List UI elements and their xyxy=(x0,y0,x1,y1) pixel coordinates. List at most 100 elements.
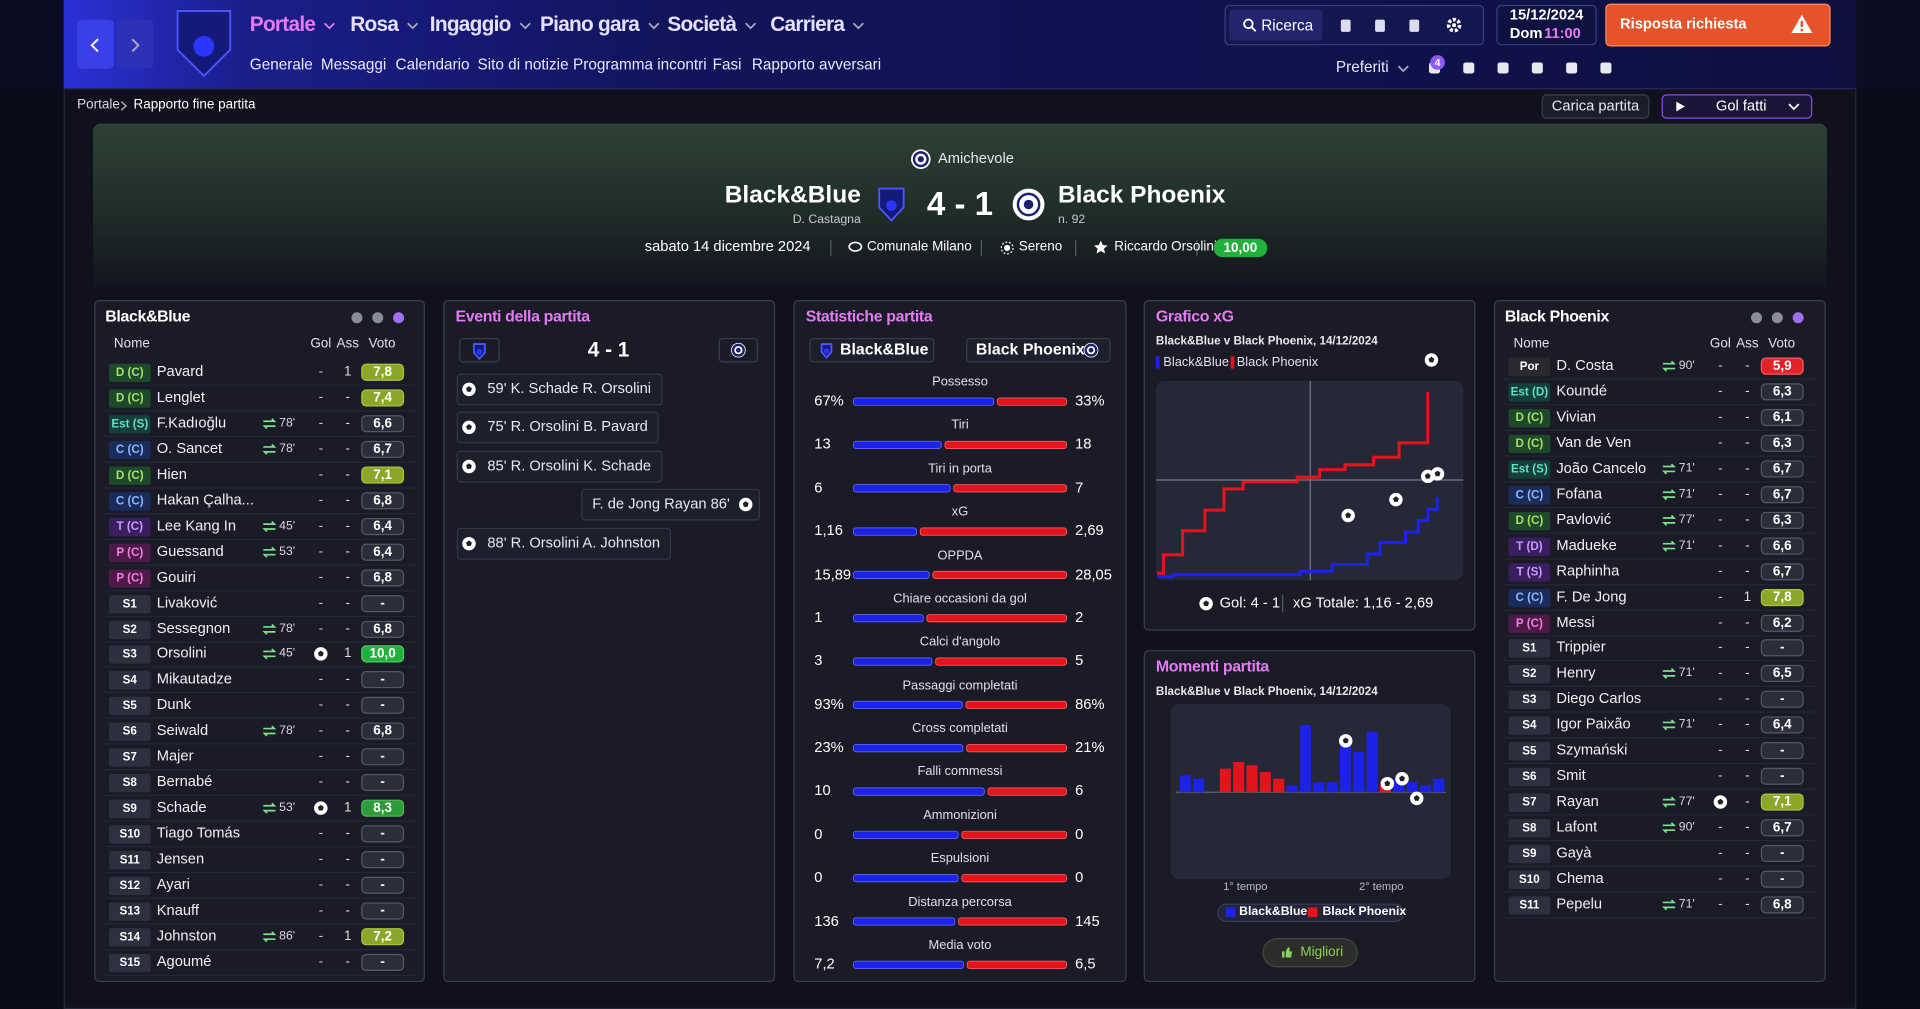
player-name[interactable]: Fofana xyxy=(1556,484,1603,502)
substitution-icon xyxy=(262,931,277,943)
favorites[interactable]: Preferiti xyxy=(1335,58,1389,76)
view-toggle[interactable] xyxy=(1751,312,1763,324)
back-button[interactable] xyxy=(77,19,114,69)
submenu-item[interactable]: Generale xyxy=(249,56,313,74)
rating-badge: 7,8 xyxy=(361,363,405,381)
player-name[interactable]: Lenglet xyxy=(156,388,205,406)
event-item[interactable]: 88' R. Orsolini A. Johnston xyxy=(456,527,672,560)
goals-button[interactable] xyxy=(1661,94,1813,119)
rating-badge: 6,6 xyxy=(1760,537,1804,555)
player-name[interactable]: Gouiri xyxy=(156,567,196,585)
player-name[interactable]: F. De Jong xyxy=(1556,587,1627,605)
submenu-item[interactable]: Sito di notizie xyxy=(477,56,569,74)
player-name[interactable]: Henry xyxy=(1556,664,1596,682)
event-item[interactable]: F. de Jong Rayan 86' xyxy=(581,488,761,521)
submenu-item[interactable]: Calendario xyxy=(395,56,470,74)
stat-value: 2,69 xyxy=(1075,521,1104,540)
player-name[interactable]: Johnston xyxy=(156,926,217,945)
player-name[interactable]: Pepelu xyxy=(1556,895,1603,913)
row-divider xyxy=(1503,583,1815,585)
momentum-plot xyxy=(1170,704,1452,880)
player-name[interactable]: Agoumé xyxy=(156,952,212,970)
player-name[interactable]: Schade xyxy=(156,798,207,816)
player-name[interactable]: Seiwald xyxy=(156,721,209,739)
player-name[interactable]: Vivian xyxy=(1556,407,1597,425)
player-name[interactable]: Pavlović xyxy=(1556,510,1612,528)
event-item[interactable]: 75' R. Orsolini B. Pavard xyxy=(456,411,659,444)
view-toggle[interactable] xyxy=(1792,312,1804,324)
load-match-label[interactable]: Carica partita xyxy=(1551,96,1640,115)
menu-item[interactable]: Rosa xyxy=(350,12,399,36)
player-name[interactable]: Lee Kang In xyxy=(156,516,237,534)
menu-item[interactable]: Portale xyxy=(249,12,316,36)
menu-item[interactable]: Carriera xyxy=(770,12,845,36)
breadcrumb-item[interactable]: Portale xyxy=(77,97,120,113)
search-label[interactable]: Ricerca xyxy=(1261,16,1314,35)
event-item[interactable]: 59' K. Schade R. Orsolini xyxy=(456,373,663,406)
load-match-button[interactable] xyxy=(1541,94,1650,119)
warning-icon-part xyxy=(1800,28,1804,32)
player-name[interactable]: Jensen xyxy=(156,849,205,868)
player-name[interactable]: Van de Ven xyxy=(1556,433,1632,451)
player-name[interactable]: Orsolini xyxy=(156,644,207,662)
view-toggle[interactable] xyxy=(372,312,384,324)
player-name[interactable]: Guessand xyxy=(156,542,224,560)
star-icon-part xyxy=(1094,240,1108,254)
player-name[interactable]: Lafont xyxy=(1556,818,1598,836)
player-name[interactable]: Igor Paixão xyxy=(1556,715,1631,733)
stat-bar xyxy=(987,787,1067,796)
goals: - xyxy=(318,826,324,841)
player-name[interactable]: Dunk xyxy=(156,696,192,714)
player-name[interactable]: Koundé xyxy=(1556,382,1607,400)
goal-icon-part xyxy=(1342,737,1349,744)
view-toggle[interactable] xyxy=(1771,312,1783,324)
view-toggle[interactable] xyxy=(393,312,405,324)
player-name[interactable]: Knauff xyxy=(156,901,199,919)
submenu-item[interactable]: Rapporto avversari xyxy=(751,56,882,74)
view-toggle[interactable] xyxy=(351,312,363,324)
submenu-item[interactable]: Fasi xyxy=(712,56,742,74)
player-name[interactable]: João Cancelo xyxy=(1556,459,1647,477)
player-name[interactable]: Hakan Çalha... xyxy=(156,490,254,508)
event-item[interactable]: 85' R. Orsolini K. Schade xyxy=(456,450,663,483)
best-button[interactable] xyxy=(1262,937,1358,968)
submenu-item[interactable]: Messaggi xyxy=(320,56,387,74)
player-name[interactable]: Rayan xyxy=(1556,792,1599,810)
menu-item[interactable]: Ingaggio xyxy=(429,12,512,36)
player-name[interactable]: Diego Carlos xyxy=(1556,689,1642,708)
player-name[interactable]: Mikautadze xyxy=(156,670,232,688)
goals-label[interactable]: Gol fatti xyxy=(1715,96,1767,115)
player-name[interactable]: D. Costa xyxy=(1556,356,1614,374)
submenu-item[interactable]: Programma incontri xyxy=(573,56,707,74)
event-score: 4 - 1 xyxy=(587,338,630,362)
player-name[interactable]: Sessegnon xyxy=(156,619,231,637)
best-button-label[interactable]: Migliori xyxy=(1300,944,1344,960)
player-name[interactable]: Raphinha xyxy=(1556,561,1620,579)
player-name[interactable]: Gayà xyxy=(1556,843,1592,861)
goal-icon-part xyxy=(742,501,749,507)
player-name[interactable]: Madueke xyxy=(1556,536,1617,554)
player-name[interactable]: Majer xyxy=(156,747,194,765)
player-name[interactable]: Bernabé xyxy=(156,773,213,791)
player-name[interactable]: Szymański xyxy=(1556,741,1628,759)
player-name[interactable]: Hien xyxy=(156,465,187,483)
player-name[interactable]: Ayari xyxy=(156,875,190,893)
player-name[interactable]: F.Kadıoğlu xyxy=(156,413,227,432)
player-name[interactable]: Messi xyxy=(1556,612,1595,631)
menu-item[interactable]: Piano gara xyxy=(540,12,640,36)
player-name[interactable]: Tiago Tomás xyxy=(156,824,241,842)
player-name[interactable]: Trippier xyxy=(1556,638,1606,656)
substitution-minute: 78' xyxy=(279,416,296,430)
alert-button[interactable] xyxy=(1605,3,1831,47)
menu-item[interactable]: Società xyxy=(667,12,737,36)
forward-button[interactable] xyxy=(116,19,154,69)
row-divider xyxy=(104,512,416,514)
player-name[interactable]: Livaković xyxy=(156,593,218,611)
alert-label[interactable]: Risposta richiesta xyxy=(1620,14,1747,32)
player-name[interactable]: Chema xyxy=(1556,869,1604,887)
rating-badge: 6,3 xyxy=(1760,511,1804,529)
stat-label: Falli commessi xyxy=(917,764,1003,780)
player-name[interactable]: Pavard xyxy=(156,362,204,380)
player-name[interactable]: Smit xyxy=(1556,766,1586,785)
player-name[interactable]: O. Sancet xyxy=(156,439,223,457)
